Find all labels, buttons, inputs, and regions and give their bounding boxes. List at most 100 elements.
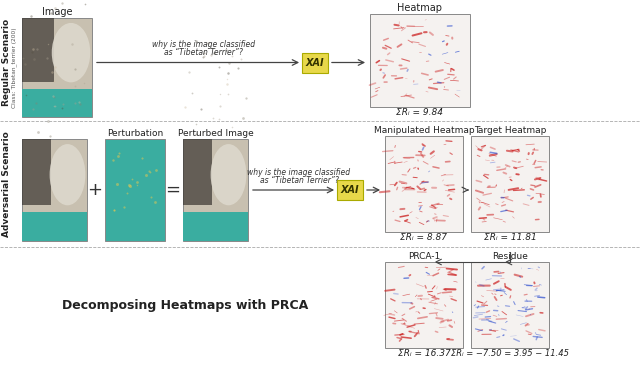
- Point: [18, 55, 28, 61]
- Point: [207, 115, 218, 121]
- Text: PRCA-1: PRCA-1: [408, 252, 440, 261]
- Point: [48, 93, 58, 99]
- Bar: [183, 212, 248, 241]
- Point: [46, 10, 56, 16]
- Point: [79, 80, 89, 86]
- Point: [209, 50, 220, 56]
- Text: why is the image classified: why is the image classified: [248, 168, 351, 177]
- Point: [191, 120, 201, 126]
- Point: [214, 64, 224, 70]
- Point: [227, 53, 237, 59]
- Bar: [302, 52, 328, 73]
- Point: [198, 54, 208, 60]
- Point: [113, 153, 123, 159]
- Point: [28, 46, 38, 52]
- Point: [122, 190, 132, 196]
- Bar: [22, 18, 92, 117]
- Point: [115, 150, 125, 156]
- Point: [21, 92, 31, 98]
- Text: ΣRᵢ = 8.87: ΣRᵢ = 8.87: [401, 233, 447, 242]
- Point: [70, 100, 80, 106]
- Point: [70, 66, 80, 72]
- Point: [188, 90, 198, 96]
- Bar: [183, 139, 248, 241]
- Point: [124, 182, 134, 188]
- Point: [215, 91, 225, 97]
- Point: [150, 199, 160, 205]
- Text: Decomposing Heatmaps with PRCA: Decomposing Heatmaps with PRCA: [62, 298, 308, 312]
- Point: [109, 207, 119, 213]
- Text: ΣRᵢ = −7.50 = 3.95 − 11.45: ΣRᵢ = −7.50 = 3.95 − 11.45: [451, 349, 569, 358]
- Point: [31, 100, 42, 106]
- Text: as “Tibetan Terrier”?: as “Tibetan Terrier”?: [260, 176, 339, 185]
- Bar: [385, 262, 463, 348]
- Point: [132, 183, 142, 188]
- Bar: [471, 136, 549, 232]
- Point: [29, 56, 39, 62]
- Point: [224, 60, 234, 66]
- Text: Regular Scenario: Regular Scenario: [3, 19, 12, 106]
- Point: [214, 116, 224, 122]
- Point: [28, 106, 38, 112]
- Point: [80, 1, 90, 7]
- Point: [33, 129, 43, 135]
- Point: [137, 155, 147, 161]
- Point: [26, 49, 36, 55]
- Point: [203, 40, 213, 46]
- Bar: [370, 14, 470, 107]
- Text: why is the image classified: why is the image classified: [152, 40, 255, 49]
- Point: [232, 65, 243, 71]
- Point: [237, 115, 248, 121]
- Point: [236, 56, 246, 62]
- Bar: [22, 89, 92, 117]
- Text: ΣRᵢ = 16.37: ΣRᵢ = 16.37: [397, 349, 451, 358]
- Point: [227, 124, 237, 130]
- Point: [108, 157, 118, 163]
- Point: [20, 61, 30, 67]
- Point: [49, 94, 60, 100]
- Ellipse shape: [211, 144, 246, 205]
- Point: [47, 69, 58, 75]
- Bar: [22, 212, 87, 241]
- Point: [124, 183, 134, 188]
- Text: Image: Image: [42, 7, 72, 17]
- Text: Perturbed Image: Perturbed Image: [178, 129, 253, 138]
- Point: [223, 91, 233, 97]
- Point: [32, 46, 42, 52]
- Point: [221, 47, 231, 53]
- Bar: [337, 180, 363, 200]
- Bar: [471, 262, 549, 348]
- Text: XAI: XAI: [340, 185, 359, 195]
- Point: [57, 105, 67, 111]
- Point: [50, 6, 60, 12]
- Point: [109, 208, 119, 214]
- Point: [195, 106, 205, 112]
- Point: [44, 118, 54, 124]
- Bar: [105, 139, 165, 241]
- Point: [141, 172, 151, 178]
- Point: [223, 70, 233, 76]
- Point: [42, 55, 52, 61]
- Point: [146, 194, 156, 200]
- Text: Manipulated Heatmap: Manipulated Heatmap: [374, 126, 474, 135]
- Ellipse shape: [50, 144, 85, 205]
- Point: [241, 95, 252, 101]
- Point: [151, 167, 161, 173]
- Point: [120, 204, 130, 210]
- Point: [215, 103, 225, 109]
- Point: [222, 81, 232, 87]
- Point: [67, 41, 77, 47]
- Point: [75, 101, 85, 107]
- Text: Residue: Residue: [492, 252, 528, 261]
- Point: [50, 103, 60, 109]
- Point: [74, 99, 84, 105]
- Text: Heatmap: Heatmap: [397, 3, 442, 13]
- Point: [184, 69, 194, 75]
- Point: [198, 50, 209, 56]
- Point: [49, 64, 60, 70]
- Point: [199, 53, 209, 59]
- Point: [143, 168, 154, 174]
- Point: [205, 52, 216, 58]
- Point: [57, 0, 67, 6]
- Bar: [22, 18, 54, 82]
